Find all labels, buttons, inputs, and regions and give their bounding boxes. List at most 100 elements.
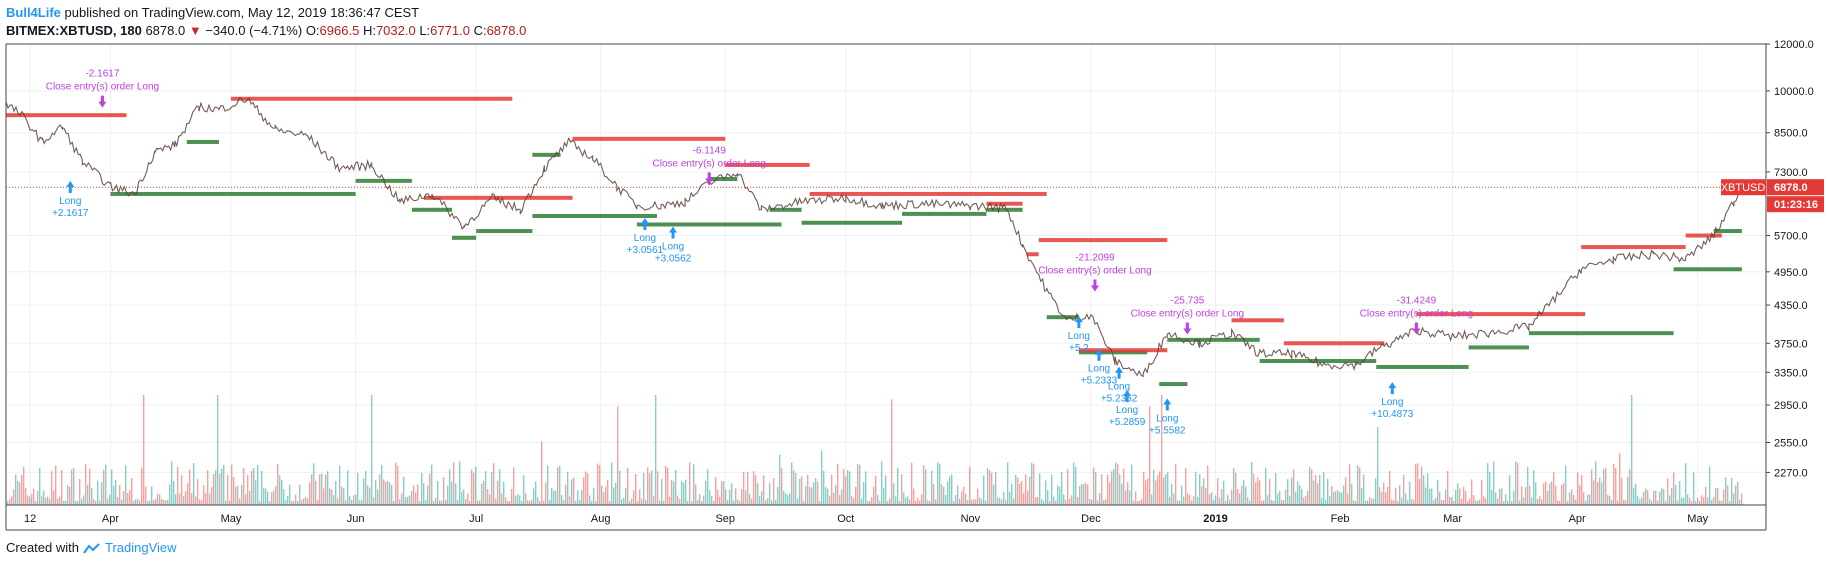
published-text: published on TradingView.com, May 12, 20… [64,5,420,20]
volume-bar [1595,461,1597,505]
y-tick-label: 7300.0 [1774,167,1808,179]
volume-bar [1033,464,1035,505]
volume-bar [841,489,843,505]
volume-bar [333,495,335,505]
volume-bar [1475,500,1477,505]
volume-bar [931,470,933,505]
volume-bar [1713,497,1715,505]
x-tick-label: Apr [102,513,119,525]
support-zone-line [110,191,356,196]
volume-bar [1137,500,1139,505]
volume-bar [643,472,645,505]
volume-bar [131,478,133,505]
volume-bar [805,486,807,505]
volume-bar [25,487,27,505]
volume-bar [1587,494,1589,505]
volume-bar [1351,483,1353,505]
volume-bar [1715,487,1717,505]
volume-bar [481,483,483,505]
volume-bar [1187,493,1189,505]
volume-bar [483,480,485,505]
tradingview-link[interactable]: TradingView [104,540,177,555]
resistance-zone-line [1581,245,1686,250]
close-signal-label: Close entry(s) order Long [46,82,159,93]
volume-bar [329,488,331,505]
volume-bar [101,482,103,505]
volume-bar [553,490,555,505]
volume-bar [517,494,519,505]
volume-bar [227,474,229,505]
volume-bar [1183,496,1185,505]
volume-bar [729,489,731,505]
volume-bar [673,481,675,505]
volume-bar [623,497,625,505]
volume-bar [317,499,319,505]
volume-bar [783,491,785,505]
volume-bar [849,471,851,505]
resistance-zone-line [1416,312,1586,317]
volume-bar [1337,490,1339,505]
volume-bar [213,473,215,505]
volume-bar [413,485,415,505]
volume-bar [1495,492,1497,505]
volume-bar [1437,479,1439,505]
volume-bar [249,490,251,505]
volume-bar [1397,500,1399,505]
volume-bar [741,489,743,505]
volume-bar [861,499,863,505]
volume-bar [1117,464,1119,505]
volume-bar [321,473,323,505]
volume-bar [613,487,615,505]
volume-bar [1405,493,1407,505]
volume-bar [855,486,857,505]
volume-bar [687,500,689,505]
author-link[interactable]: Bull4Life [6,5,61,20]
long-arrow-icon [1388,382,1397,395]
volume-bar [27,495,29,505]
volume-bar [439,500,441,505]
volume-bar [1453,500,1455,505]
volume-bar [597,463,599,505]
volume-bar [1681,498,1683,505]
volume-bar [1071,495,1073,505]
volume-bar [967,500,969,505]
volume-bar [1271,499,1273,505]
volume-bar [1469,498,1471,505]
volume-bar [1227,494,1229,505]
y-tick-label: 3350.0 [1774,367,1808,379]
volume-bar [1543,483,1545,505]
volume-bar [499,468,501,505]
volume-bar [1111,471,1113,505]
volume-bar [237,485,239,505]
volume-bar [157,493,159,505]
volume-bar [1285,489,1287,505]
volume-bar [863,481,865,505]
support-zone-line [1159,382,1188,387]
volume-bar [233,476,235,505]
volume-bar [1245,486,1247,505]
volume-bar [21,474,23,505]
volume-bar [853,498,855,505]
volume-bar [259,500,261,505]
high-label: H: [362,23,376,38]
volume-bar [1593,480,1595,505]
volume-bar [1637,496,1639,505]
volume-bar [167,499,169,505]
volume-histogram [7,395,1743,505]
volume-bar [1163,477,1165,505]
volume-bar [15,474,17,505]
volume-bar [869,500,871,505]
volume-bar [1243,479,1245,505]
volume-bar [883,487,885,505]
volume-bar [17,480,19,505]
volume-bar [1575,499,1577,505]
volume-bar [679,499,681,505]
volume-bar [1419,479,1421,505]
volume-bar [1667,478,1669,505]
volume-bar [1131,464,1133,505]
volume-bar [205,493,207,505]
volume-bar [1673,472,1675,505]
volume-bar [1535,482,1537,505]
